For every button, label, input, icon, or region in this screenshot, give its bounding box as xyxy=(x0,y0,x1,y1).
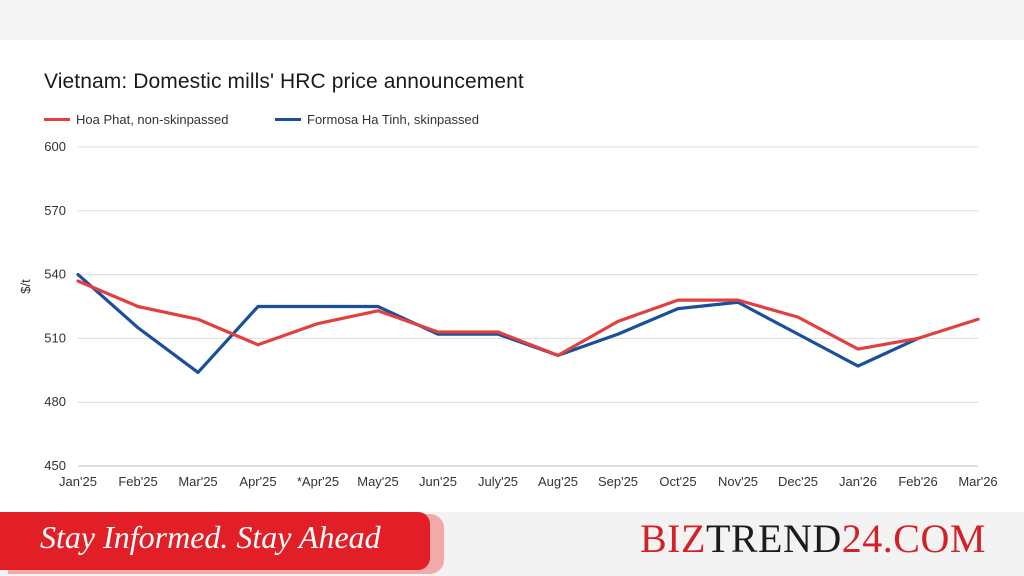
x-tick-label: Sep'25 xyxy=(598,474,638,489)
legend-item-formosa: Formosa Ha Tinh, skinpassed xyxy=(275,112,479,127)
x-tick-label: Apr'25 xyxy=(239,474,276,489)
x-tick-label: July'25 xyxy=(478,474,518,489)
legend-label-hoa-phat: Hoa Phat, non-skinpassed xyxy=(76,112,229,127)
brand-part-biz: BIZ xyxy=(640,516,706,561)
series-line-hoa-phat xyxy=(76,279,980,358)
brand-part-24: 24 xyxy=(841,516,883,561)
x-tick-label: Oct'25 xyxy=(659,474,696,489)
tagline-banner xyxy=(0,512,430,570)
y-tick-label: 480 xyxy=(44,394,66,409)
series-line-formosa xyxy=(76,273,920,375)
legend-label-formosa: Formosa Ha Tinh, skinpassed xyxy=(307,112,479,127)
y-tick-label: 600 xyxy=(44,139,66,154)
x-tick-label: Jan'26 xyxy=(839,474,877,489)
x-tick-label: Nov'25 xyxy=(718,474,758,489)
brand-logo[interactable]: BIZTREND24.COM xyxy=(640,515,986,562)
x-tick-label: *Apr'25 xyxy=(297,474,339,489)
y-tick-label: 570 xyxy=(44,203,66,218)
x-tick-label: Feb'25 xyxy=(118,474,157,489)
legend-item-hoa-phat: Hoa Phat, non-skinpassed xyxy=(44,112,228,127)
brand-part-com: .COM xyxy=(882,516,986,561)
brand-part-trend: TREND xyxy=(705,516,842,561)
y-axis-label: $/t xyxy=(18,279,33,294)
legend-swatch-hoa-phat xyxy=(44,118,70,121)
x-tick-label: Mar'25 xyxy=(178,474,217,489)
line-chart: 450 480 510 540 570 600 Jan'25 Feb'25 Mar'25 Apr'… xyxy=(18,139,998,489)
x-tick-label: Feb'26 xyxy=(898,474,937,489)
tagline-text: Stay Informed. Stay Ahead xyxy=(40,519,381,555)
x-tick-label: Mar'26 xyxy=(958,474,997,489)
legend-swatch-formosa xyxy=(275,118,301,121)
y-tick-label: 450 xyxy=(44,458,66,473)
y-tick-label: 510 xyxy=(44,330,66,345)
x-tick-label: Jun'25 xyxy=(419,474,457,489)
x-tick-label: Jan'25 xyxy=(59,474,97,489)
top-band xyxy=(0,0,1024,40)
x-tick-label: Aug'25 xyxy=(538,474,578,489)
x-tick-label: May'25 xyxy=(357,474,399,489)
chart-card xyxy=(0,40,1024,512)
chart-title: Vietnam: Domestic mills' HRC price annou… xyxy=(44,70,524,93)
y-tick-label: 540 xyxy=(44,267,66,282)
x-tick-label: Dec'25 xyxy=(778,474,818,489)
